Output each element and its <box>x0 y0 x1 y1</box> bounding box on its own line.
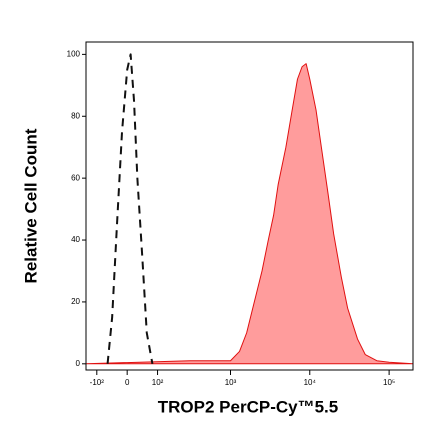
plot-frame <box>85 41 414 371</box>
x-tick-label: 10³ <box>225 378 237 387</box>
histogram-curve <box>85 63 414 365</box>
x-tick-label: 0 <box>125 378 130 387</box>
y-axis-label: Relative Cell Count <box>21 128 40 283</box>
y-tick-label: 20 <box>71 297 80 306</box>
x-tick-label: 10⁵ <box>383 378 395 387</box>
y-tick-label: 0 <box>76 359 81 368</box>
x-tick-label: -10² <box>90 378 105 387</box>
y-tick-label: 60 <box>71 173 80 182</box>
x-axis-label: TROP2 PerCP-Cy™5.5 <box>158 397 338 416</box>
histogram-curve <box>106 53 154 364</box>
x-tick-label: 10² <box>152 378 164 387</box>
y-tick-label: 100 <box>67 49 81 58</box>
y-tick-label: 40 <box>71 235 80 244</box>
x-tick-label: 10⁴ <box>304 378 317 387</box>
y-tick-label: 80 <box>71 111 80 120</box>
